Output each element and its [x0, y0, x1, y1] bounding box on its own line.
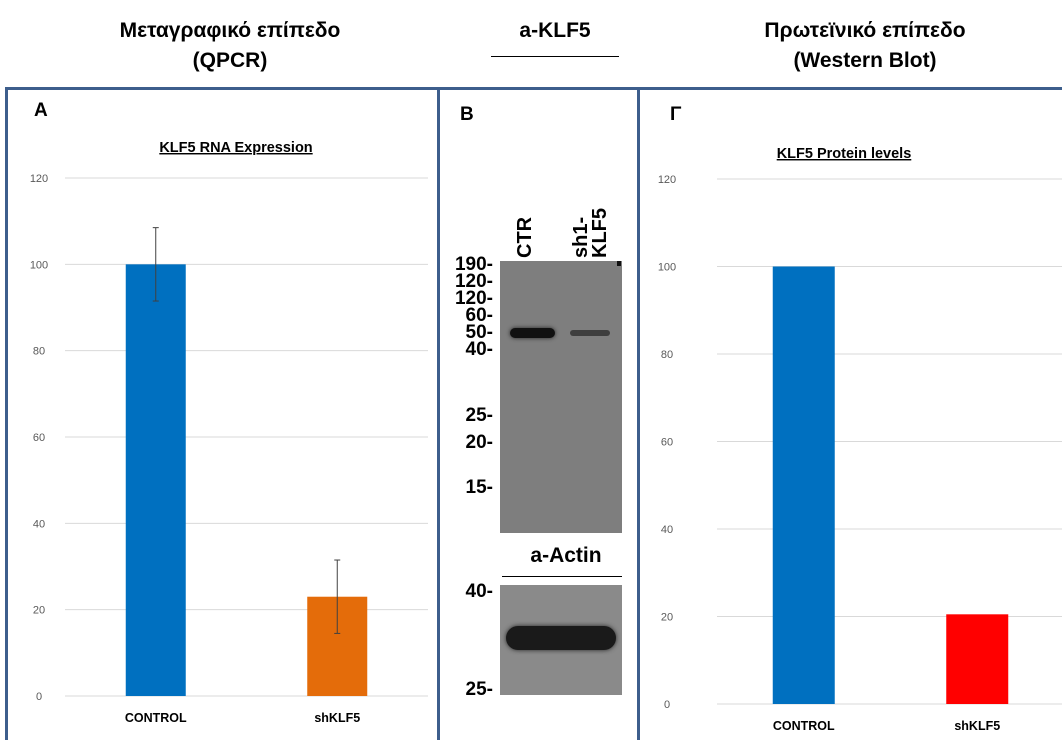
- marker-190: 190-: [454, 254, 493, 275]
- lane-label-ctr: CTR: [514, 216, 536, 258]
- chart-title: KLF5 Protein levels: [777, 146, 912, 162]
- header-protein: Πρωτεϊνικό επίπεδο (Western Blot): [670, 16, 1060, 76]
- panel-c-label: Γ: [670, 104, 682, 125]
- marker-20: 20-: [465, 432, 493, 453]
- bar-control: [125, 264, 186, 696]
- y-tick-label: 120: [30, 173, 48, 185]
- y-tick-label: 100: [30, 259, 48, 271]
- header-left-line1: Μεταγραφικό επίπεδο: [119, 19, 341, 42]
- y-tick-label: 20: [661, 612, 673, 624]
- header-right-line2: (Western Blot): [793, 49, 937, 72]
- y-tick-label: 80: [33, 346, 45, 358]
- header-left-line2: (QPCR): [192, 49, 268, 72]
- header-middle: a-KLF5: [519, 19, 591, 42]
- header-right-line1: Πρωτεϊνικό επίπεδο: [764, 19, 966, 42]
- y-tick-label: 60: [661, 437, 673, 449]
- marker-25: 25-: [465, 405, 493, 426]
- actin-marker-40: 40-: [465, 581, 493, 602]
- chart-protein-levels: 0 20 40 60 80 100 120 KLF5 Protein levels CONTRO…: [658, 146, 1062, 733]
- blot-corner-mark: [617, 261, 621, 266]
- y-tick-label: 100: [658, 262, 676, 274]
- y-tick-label: 40: [33, 518, 45, 530]
- chart-title: KLF5 RNA Expression: [159, 140, 312, 156]
- chart-rna-expression: 0 20 40 60 80 100 120 KLF5 RNA Expression CONTRO…: [30, 140, 428, 725]
- marker-40: 40-: [465, 339, 493, 360]
- y-tick-label: 40: [661, 524, 673, 536]
- panel-a-label: A: [34, 100, 48, 121]
- marker-120a: 120-: [454, 271, 493, 292]
- panel-c: Γ 0 20 40 60 80 100 120 KLF5 Protein levels CONT…: [637, 87, 1062, 740]
- y-tick-label: 60: [33, 432, 45, 444]
- sh1-klf5-band: [570, 330, 610, 336]
- x-tick-label: CONTROL: [773, 719, 835, 733]
- y-tick-label: 120: [658, 174, 676, 186]
- marker-60: 60-: [465, 305, 493, 326]
- lane-label-sh1-klf5: sh1-KLF5: [570, 208, 611, 258]
- panel-a: A 0 20 40 60 80 100 120 KLF5 RNA Expression CONT…: [5, 87, 440, 740]
- x-tick-label: shKLF5: [954, 719, 1000, 733]
- actin-label: a-Actin: [530, 544, 602, 567]
- bar-control: [772, 266, 835, 704]
- header-antibody: a-KLF5: [455, 16, 655, 57]
- actin-underline: [502, 576, 622, 577]
- marker-50: 50-: [465, 322, 493, 343]
- header-transcriptional: Μεταγραφικό επίπεδο (QPCR): [40, 16, 420, 76]
- x-tick-label: shKLF5: [314, 711, 360, 725]
- header-middle-underline: [491, 56, 619, 57]
- ctr-klf5-band: [510, 328, 555, 338]
- actin-blot: [500, 585, 622, 695]
- y-tick-label: 0: [664, 699, 670, 711]
- panel-b: B CTR sh1-KLF5 190- 120- 120- 60- 50- 40…: [437, 87, 640, 740]
- y-tick-label: 0: [36, 691, 42, 703]
- bar-shklf5: [946, 614, 1009, 704]
- y-tick-label: 20: [33, 605, 45, 617]
- klf5-blot: [500, 261, 622, 533]
- panel-b-label: B: [460, 104, 474, 125]
- actin-band: [506, 626, 616, 650]
- marker-15: 15-: [465, 477, 493, 498]
- y-tick-label: 80: [661, 349, 673, 361]
- x-tick-label: CONTROL: [125, 711, 187, 725]
- marker-120b: 120-: [454, 288, 493, 309]
- actin-marker-25: 25-: [465, 679, 493, 700]
